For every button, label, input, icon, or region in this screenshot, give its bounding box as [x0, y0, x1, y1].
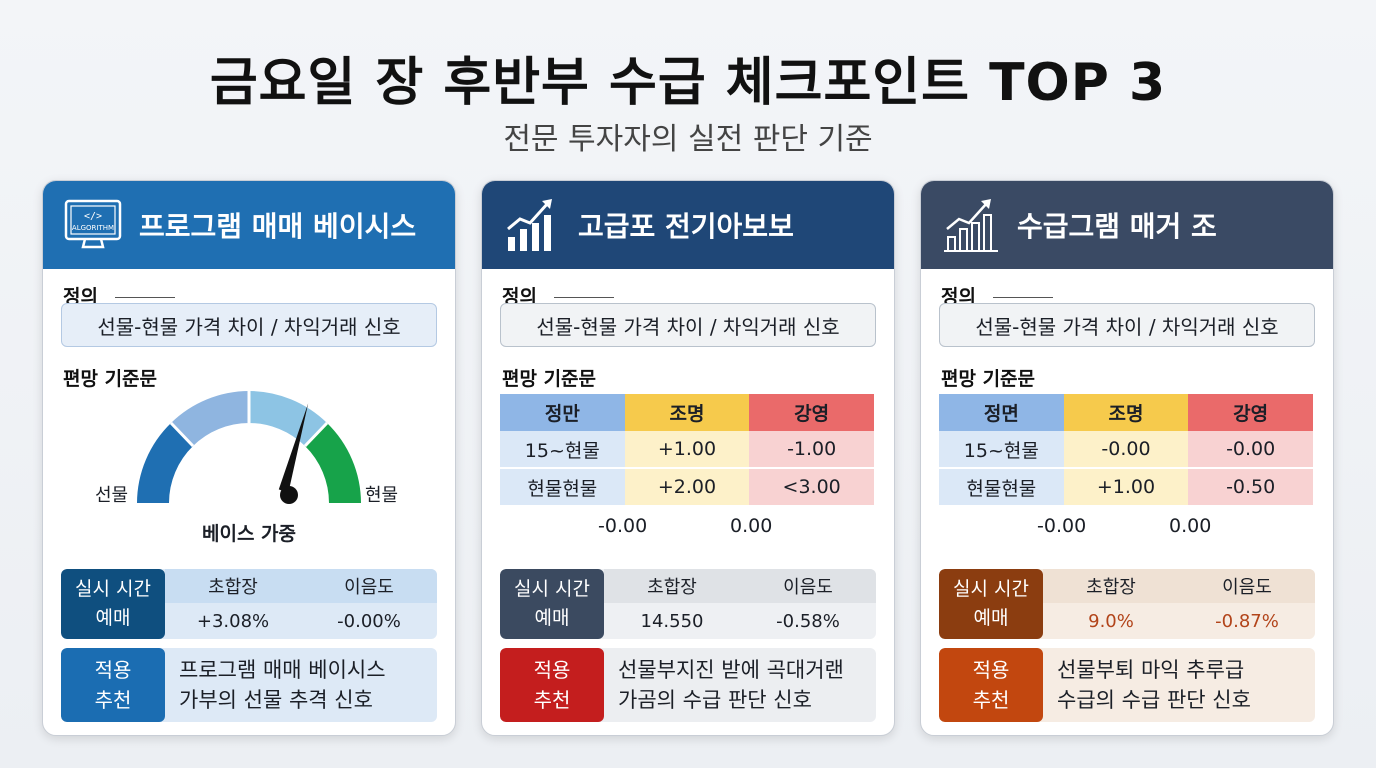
- realtime-label: 실시 시간 예매: [500, 569, 604, 639]
- divider: [115, 297, 175, 298]
- gauge-needle: [278, 403, 309, 494]
- gauge-segment-1: [137, 423, 193, 503]
- definition-label: 정의: [941, 286, 976, 308]
- apply-block: 적용 추천 선물부퇴 마익 추루급 수급의 수급 판단 신호: [939, 648, 1315, 722]
- table-row: 15~현물 +1.00 -1.00: [500, 431, 874, 469]
- card-header: 수급그램 매거 조: [921, 181, 1333, 269]
- bar-chart-growth-icon: [507, 199, 552, 251]
- gauge-hub: [280, 486, 298, 504]
- gauge-segment-4: [305, 423, 361, 503]
- definition-label: 정의: [63, 286, 98, 308]
- realtime-header: 초합장 이음도: [1043, 569, 1315, 603]
- card-title: 프로그램 매매 베이시스: [139, 210, 417, 243]
- definition-box: 선물-현물 가격 차이 / 차익거래 신호: [939, 303, 1315, 347]
- bias-table: 정만 조명 강영 15~현물 +1.00 -1.00 현물현물 +2.00 <3…: [500, 394, 874, 505]
- divider: [554, 297, 614, 298]
- apply-text: 선물부지진 받에 곡대거랜 가곰의 수급 판단 신호: [618, 658, 844, 712]
- realtime-header: 초합장 이음도: [604, 569, 876, 603]
- table-header: 정만: [500, 394, 625, 431]
- page-title: 금요일 장 후반부 수급 체크포인트 TOP 3: [209, 53, 1167, 113]
- svg-text:</>: </>: [84, 211, 102, 222]
- card-supply-demand: 수급그램 매거 조 정의 선물-현물 가격 차이 / 차익거래 신호 편망 기준…: [920, 180, 1334, 736]
- realtime-label: 실시 시간 예매: [61, 569, 165, 639]
- algorithm-monitor-icon: </> ALGORITHM: [64, 199, 122, 249]
- card-header: </> ALGORITHM 프로그램 매매 베이시스: [43, 181, 455, 269]
- apply-text: 프로그램 매매 베이시스 가부의 선물 추격 신호: [179, 658, 386, 712]
- page-subtitle: 전문 투자자의 실전 판단 기준: [503, 122, 873, 157]
- apply-label: 적용 추천: [500, 648, 604, 722]
- definition-box: 선물-현물 가격 차이 / 차익거래 신호: [61, 303, 437, 347]
- table-row: 현물현물 +1.00 -0.50: [939, 468, 1313, 505]
- gauge-right-label: 현물: [365, 485, 399, 506]
- table-header: 정면: [939, 394, 1064, 431]
- table-footer-value: 0.00: [1169, 515, 1212, 537]
- bar-chart-growth-icon: [944, 199, 998, 252]
- basis-gauge: [137, 391, 361, 504]
- realtime-block: 실시 시간 예매 초합장 이음도 14.550 -0.58%: [500, 569, 876, 639]
- gauge-caption: 베이스 가중: [201, 523, 296, 545]
- divider: [993, 297, 1053, 298]
- table-footer-value: 0.00: [730, 515, 773, 537]
- bias-label: 편망 기준문: [63, 368, 158, 390]
- apply-block: 적용 추천 프로그램 매매 베이시스 가부의 선물 추격 신호: [61, 648, 437, 722]
- table-row: 현물현물 +2.00 <3.00: [500, 468, 874, 505]
- card-program-basis: </> ALGORITHM 프로그램 매매 베이시스 정의 선물-현물 가격 차…: [42, 180, 456, 736]
- definition-box: 선물-현물 가격 차이 / 차익거래 신호: [500, 303, 876, 347]
- gauge-segment-3: [249, 391, 327, 446]
- bias-table: 정면 조명 강영 15~현물 -0.00 -0.00 현물현물 +1.00 -0…: [939, 394, 1313, 505]
- apply-label: 적용 추천: [939, 648, 1043, 722]
- realtime-header: 초합장 이음도: [165, 569, 437, 603]
- table-header: 강영: [1188, 394, 1313, 431]
- gauge-segment-2: [171, 391, 249, 446]
- realtime-values: +3.08% -0.00%: [196, 610, 401, 632]
- apply-block: 적용 추천 선물부지진 받에 곡대거랜 가곰의 수급 판단 신호: [500, 648, 876, 722]
- realtime-values: 9.0% -0.87%: [1088, 610, 1279, 632]
- definition-label: 정의: [502, 286, 537, 308]
- bias-label: 편망 기준문: [502, 368, 597, 390]
- card-orderbook: 고급포 전기아보보 정의 선물-현물 가격 차이 / 차익거래 신호 편망 기준…: [481, 180, 895, 736]
- realtime-label: 실시 시간 예매: [939, 569, 1043, 639]
- table-header: 강영: [749, 394, 874, 431]
- apply-label: 적용 추천: [61, 648, 165, 722]
- apply-text: 선물부퇴 마익 추루급 수급의 수급 판단 신호: [1057, 658, 1251, 712]
- realtime-block: 실시 시간 예매 초합장 이음도 9.0% -0.87%: [939, 569, 1315, 639]
- table-header: 조명: [624, 394, 750, 431]
- table-header: 조명: [1063, 394, 1189, 431]
- table-row: 15~현물 -0.00 -0.00: [939, 431, 1313, 469]
- realtime-values: 14.550 -0.58%: [640, 610, 840, 632]
- table-footer-value: -0.00: [598, 515, 648, 537]
- bias-label: 편망 기준문: [941, 368, 1036, 390]
- card-title: 수급그램 매거 조: [1017, 210, 1217, 243]
- card-title: 고급포 전기아보보: [578, 210, 794, 243]
- table-footer-value: -0.00: [1037, 515, 1087, 537]
- svg-text:ALGORITHM: ALGORITHM: [72, 224, 114, 232]
- realtime-block: 실시 시간 예매 초합장 이음도 +3.08% -0.00%: [61, 569, 437, 639]
- gauge-left-label: 선물: [95, 485, 129, 506]
- card-header: 고급포 전기아보보: [482, 181, 894, 269]
